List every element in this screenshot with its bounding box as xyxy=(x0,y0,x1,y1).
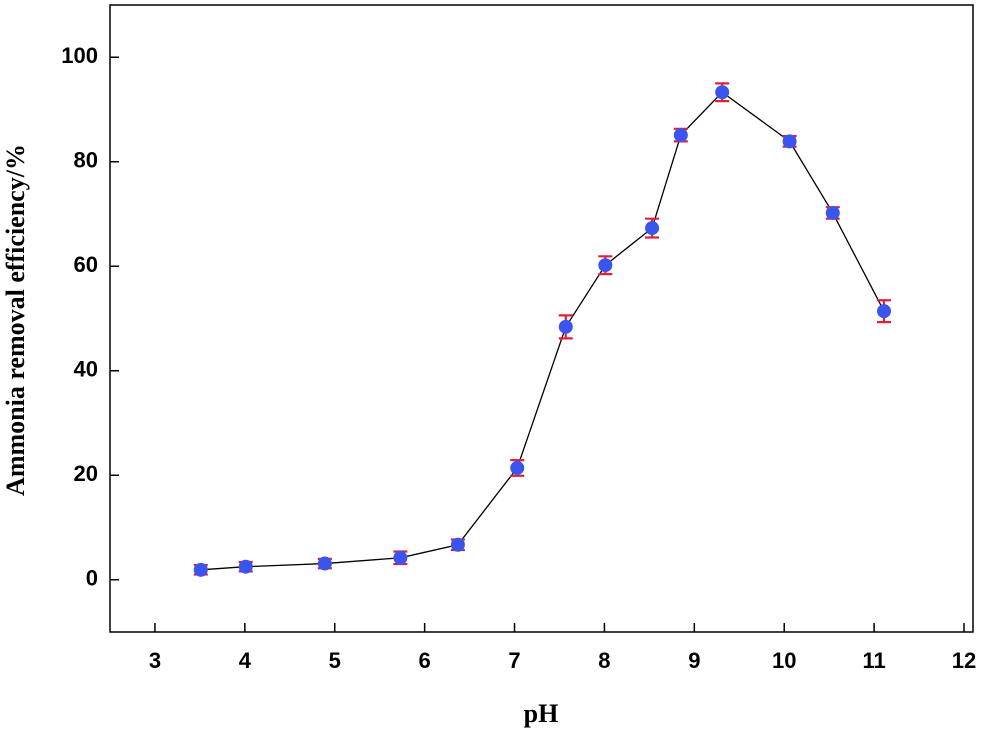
data-point xyxy=(598,258,613,273)
y-tick-label: 20 xyxy=(74,461,98,486)
x-tick-label: 3 xyxy=(149,648,161,673)
data-point xyxy=(193,562,208,577)
data-point xyxy=(715,85,730,100)
y-tick-label: 60 xyxy=(74,252,98,277)
x-tick-label: 10 xyxy=(772,648,796,673)
data-point xyxy=(673,128,688,143)
x-tick-label: 12 xyxy=(952,648,976,673)
x-tick-label: 4 xyxy=(239,648,252,673)
data-point xyxy=(645,221,660,236)
data-point xyxy=(782,134,797,149)
x-tick-label: 7 xyxy=(508,648,520,673)
y-tick-label: 40 xyxy=(74,357,98,382)
y-tick-label: 80 xyxy=(74,148,98,173)
x-tick-label: 8 xyxy=(598,648,610,673)
y-tick-label: 0 xyxy=(86,566,98,591)
data-point xyxy=(558,319,573,334)
data-point xyxy=(825,205,840,220)
x-tick-label: 9 xyxy=(688,648,700,673)
data-point xyxy=(238,559,253,574)
data-point xyxy=(450,537,465,552)
x-axis-label: pH xyxy=(524,699,559,728)
x-tick-label: 6 xyxy=(419,648,431,673)
x-tick-label: 5 xyxy=(329,648,341,673)
data-line xyxy=(200,91,885,571)
data-point xyxy=(510,460,525,475)
plot-frame xyxy=(109,4,974,633)
data-point xyxy=(317,556,332,571)
data-point xyxy=(877,304,892,319)
data-point xyxy=(393,550,408,565)
x-tick-label: 11 xyxy=(862,648,885,673)
y-axis-label: Ammonia removal efficiency/% xyxy=(1,144,30,496)
y-tick-label: 100 xyxy=(61,43,98,68)
